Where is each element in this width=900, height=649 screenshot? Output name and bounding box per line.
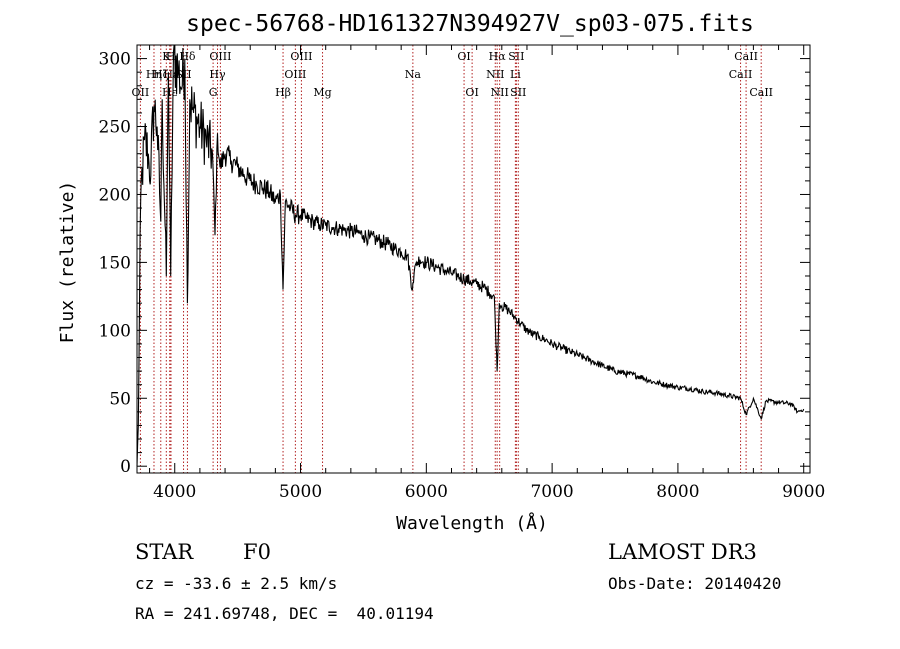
spectrum-line [136,44,805,467]
line-label-27: CaII [749,86,773,99]
line-label-9: G [209,86,218,99]
line-label-4: Hε [162,86,178,99]
line-label-26: CaII [734,50,758,63]
spectral-line-markers: OIIHηHζHεHεKHSIIHδGHγOIIIHβOIIIOIIIMgNaO… [132,45,773,473]
line-label-12: Hβ [275,86,291,99]
axis-ticks: 4000 5000 6000 7000 8000 9000 0 50 100 150 200 250 3… [99,45,825,502]
line-label-15: Mg [313,86,331,99]
x-tick-label-3: 7000 [530,482,573,502]
line-label-8: Hδ [179,50,196,63]
line-label-18: OI [465,86,478,99]
line-label-25: CaII [729,68,753,81]
line-label-24: SII [510,86,526,99]
y-tick-label-4: 200 [99,185,131,205]
y-tick-label-1: 50 [109,389,131,409]
line-label-23: SII [508,50,524,63]
x-tick-label-1: 5000 [279,482,322,502]
x-axis-label: Wavelength (Å) [396,512,548,534]
object-class: STAR [135,540,194,564]
y-tick-label-3: 150 [99,253,131,273]
line-label-14: OIII [290,50,312,63]
line-label-6: H [166,50,176,63]
y-tick-label-0: 0 [120,457,131,477]
obs-date: Obs-Date: 20140420 [608,574,782,593]
y-tick-label-2: 100 [99,321,131,341]
survey-label: LAMOST DR3 [608,540,757,564]
y-tick-label-5: 250 [99,118,131,138]
line-label-1: Hη [146,68,162,81]
line-label-16: Na [405,68,422,81]
line-label-11: OIII [209,50,231,63]
line-label-13: OIII [284,68,306,81]
coordinates: RA = 241.69748, DEC = 40.01194 [135,604,434,623]
x-tick-label-0: 4000 [153,482,196,502]
line-label-2: Hζ [153,68,169,81]
line-label-19: NII [486,68,504,81]
line-label-22: Li [510,68,521,81]
object-subclass: F0 [243,540,271,564]
y-axis-label: Flux (relative) [57,181,78,344]
y-tick-label-6: 300 [99,50,131,70]
x-tick-label-4: 8000 [656,482,699,502]
line-label-10: Hγ [209,68,226,81]
x-tick-label-2: 6000 [405,482,448,502]
line-label-17: OI [457,50,470,63]
line-label-21: NII [491,86,509,99]
chart-title: spec-56768-HD161327N394927V_sp03-075.fit… [186,11,754,37]
redshift-text: cz = -33.6 ± 2.5 km/s [135,574,338,593]
plot-frame [136,44,811,474]
x-tick-label-5: 9000 [782,482,825,502]
line-label-5: K [162,50,171,63]
spectrum-series [136,44,805,467]
line-label-0: OII [132,86,150,99]
line-label-20: Hα [489,50,507,63]
